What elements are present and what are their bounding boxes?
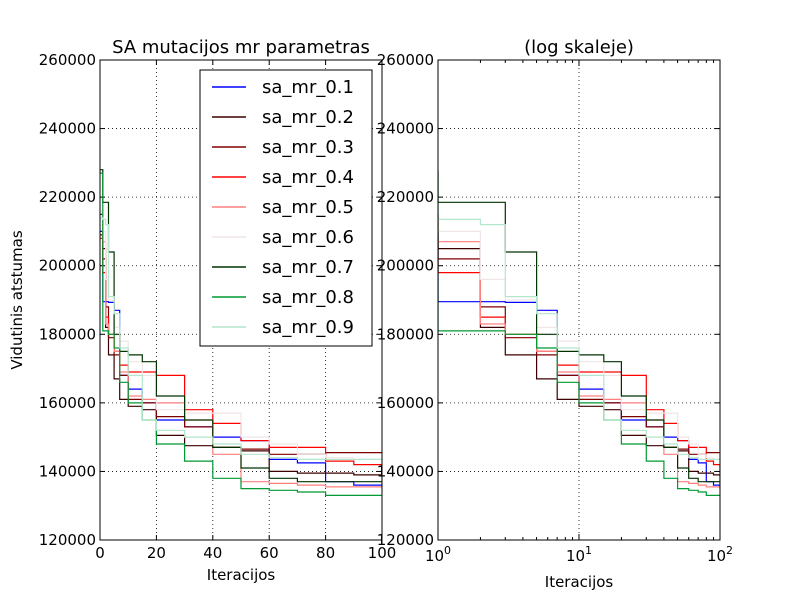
right-y-tick-label: 260000 <box>377 51 434 69</box>
left-x-tick-label: 80 <box>316 544 335 562</box>
right-y-tick-label: 220000 <box>377 188 434 206</box>
right-chart-title: (log skaleje) <box>524 37 634 58</box>
left-y-axis-label: Vidutinis atstumas <box>8 230 26 370</box>
legend-label: sa_mr_0.6 <box>262 227 354 248</box>
left-x-tick-label: 0 <box>95 544 105 562</box>
legend-label: sa_mr_0.4 <box>262 167 354 188</box>
left-y-tick-label: 140000 <box>39 462 96 480</box>
left-series-line-sa_mr_0.1 <box>100 230 382 489</box>
right-plot-frame <box>437 59 721 541</box>
left-x-tick-label: 20 <box>147 544 166 562</box>
left-plot-frame <box>99 59 383 541</box>
right-x-tick-label: 100 <box>425 544 451 565</box>
left-y-tick-label: 200000 <box>39 257 96 275</box>
legend-label: sa_mr_0.9 <box>262 317 354 338</box>
left-series-group <box>100 169 382 496</box>
legend-label: sa_mr_0.7 <box>262 257 354 278</box>
left-y-tick-label: 220000 <box>39 188 96 206</box>
left-x-tick-label: 100 <box>368 544 397 562</box>
left-series-line-sa_mr_0.8 <box>100 172 382 496</box>
right-y-tick-label: 180000 <box>377 325 434 343</box>
legend-label: sa_mr_0.2 <box>262 107 354 128</box>
left-series-line-sa_mr_0.9 <box>100 217 382 460</box>
left-x-tick-label: 60 <box>260 544 279 562</box>
legend: sa_mr_0.1 sa_mr_0.2 sa_mr_0.3 sa_mr_0.4 sa_m… <box>199 69 373 347</box>
right-series-group <box>438 169 720 496</box>
right-y-tick-label: 140000 <box>377 462 434 480</box>
left-y-tick-label: 260000 <box>39 51 96 69</box>
right-series-line-sa_mr_0.9 <box>438 217 720 460</box>
legend-label: sa_mr_0.8 <box>262 287 354 308</box>
right-series-line-sa_mr_0.7 <box>438 169 720 483</box>
right-series-line-sa_mr_0.8 <box>438 173 720 496</box>
legend-label: sa_mr_0.1 <box>262 77 354 98</box>
legend-label: sa_mr_0.3 <box>262 137 354 158</box>
right-x-tick-label: 101 <box>566 544 592 565</box>
right-y-tick-label: 160000 <box>377 394 434 412</box>
right-x-tick-label: 102 <box>707 544 733 565</box>
legend-label: sa_mr_0.5 <box>262 197 354 218</box>
left-y-tick-label: 180000 <box>39 325 96 343</box>
left-series-line-sa_mr_0.3 <box>100 234 382 455</box>
left-x-axis-label: Iteracijos <box>207 566 276 584</box>
right-y-tick-label: 120000 <box>377 531 434 549</box>
right-y-tick-label: 200000 <box>377 257 434 275</box>
right-plot-area: 120000 140000 160000 180000 200000 220000 2400… <box>377 51 733 565</box>
right-x-axis-label: Iteracijos <box>545 573 614 591</box>
legend-box <box>199 69 373 347</box>
left-chart-title: SA mutacijos mr parametras <box>112 37 370 58</box>
right-y-tick-label: 240000 <box>377 120 434 138</box>
left-y-tick-label: 240000 <box>39 120 96 138</box>
left-y-tick-label: 120000 <box>39 531 96 549</box>
left-y-tick-label: 160000 <box>39 394 96 412</box>
left-x-tick-label: 40 <box>203 544 222 562</box>
